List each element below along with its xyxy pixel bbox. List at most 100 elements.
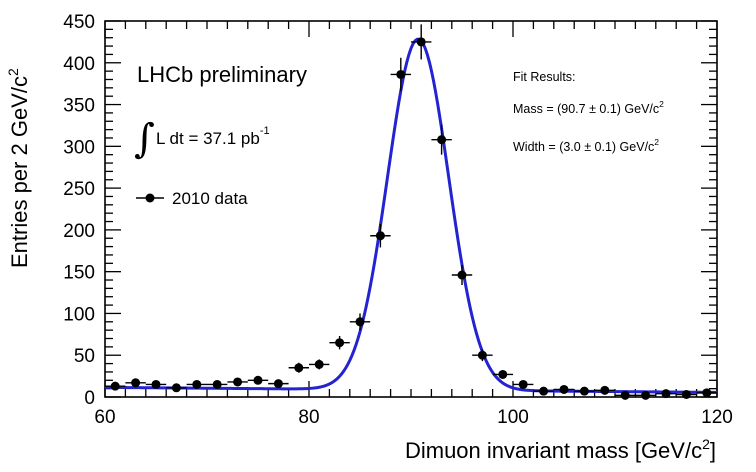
x-tick-label: 60 <box>94 407 115 428</box>
data-point <box>676 389 697 399</box>
data-point <box>492 369 513 379</box>
data-point <box>288 362 309 373</box>
data-marker <box>559 384 569 394</box>
fit-width-main: Width = (3.0 ± 0.1) GeV/c <box>513 140 654 154</box>
fit-curve <box>104 37 718 394</box>
data-marker <box>131 378 141 388</box>
data-point <box>370 224 391 248</box>
data-point <box>655 389 677 399</box>
data-marker <box>192 379 202 389</box>
y-tick-label: 400 <box>63 54 95 75</box>
data-point <box>309 359 330 370</box>
data-marker <box>294 363 304 373</box>
data-point <box>166 383 187 393</box>
data-point <box>533 386 554 396</box>
data-point <box>553 384 575 394</box>
legend-label: 2010 data <box>172 189 248 208</box>
data-marker <box>171 383 181 393</box>
data-marker <box>661 389 671 399</box>
data-point <box>186 379 207 389</box>
y-tick-label: 450 <box>63 12 95 33</box>
x-tick-label: 80 <box>298 407 319 428</box>
y-tick-label: 350 <box>63 96 95 117</box>
data-marker <box>641 390 651 400</box>
y-tick-label: 0 <box>84 388 95 409</box>
data-point <box>268 379 289 389</box>
data-marker <box>253 375 263 385</box>
y-axis-title-main: Entries per 2 GeV/c <box>7 76 32 268</box>
fit-mass-label: Mass = (90.7 ± 0.1) GeV/c2 <box>513 99 664 116</box>
luminosity-label: L dt = 37.1 pb-1 <box>156 125 270 148</box>
data-point <box>696 388 717 398</box>
data-marker <box>437 135 447 145</box>
data-point <box>349 313 371 331</box>
data-marker <box>375 231 385 241</box>
data-marker <box>233 377 243 387</box>
data-marker <box>335 338 345 348</box>
x-tick-label: 120 <box>701 407 733 428</box>
data-marker <box>579 386 589 396</box>
data-point <box>574 386 595 396</box>
data-marker <box>498 369 508 379</box>
data-point <box>615 390 636 400</box>
data-point <box>513 379 534 389</box>
data-marker <box>457 270 467 280</box>
y-tick-label: 150 <box>63 263 95 284</box>
data-marker <box>518 379 528 389</box>
y-tick-label: 100 <box>63 304 95 325</box>
data-marker <box>477 350 487 360</box>
y-tick-label: 200 <box>63 221 95 242</box>
data-point <box>247 375 269 385</box>
y-tick-label: 300 <box>63 137 95 158</box>
data-point <box>125 378 146 388</box>
experiment-label: LHCb preliminary <box>137 62 307 87</box>
x-axis-title: Dimuon invariant mass [GeV/c2] <box>405 436 716 463</box>
data-point <box>451 264 473 286</box>
data-marker <box>600 385 610 395</box>
data-marker <box>396 69 406 79</box>
data-points <box>105 24 717 400</box>
fit-results-title: Fit Results: <box>513 70 576 84</box>
data-point <box>145 379 167 389</box>
x-axis-title-sup: 2 <box>702 436 710 452</box>
data-point <box>594 385 615 395</box>
data-point <box>472 349 493 362</box>
y-tick-label: 50 <box>74 346 95 367</box>
data-point <box>207 379 228 389</box>
data-marker <box>273 379 283 389</box>
y-axis-title-sup: 2 <box>5 68 21 76</box>
data-marker <box>539 386 549 396</box>
legend-marker-dot <box>145 193 155 203</box>
data-marker <box>702 388 712 398</box>
data-point <box>431 124 452 155</box>
integral-symbol: ∫ <box>134 116 155 162</box>
data-point <box>227 377 248 387</box>
x-axis-title-close: ] <box>710 438 716 463</box>
y-axis-title: Entries per 2 GeV/c2 <box>5 68 32 268</box>
data-marker <box>355 317 365 327</box>
fit-width-label: Width = (3.0 ± 0.1) GeV/c2 <box>513 137 659 154</box>
fit-mass-sup: 2 <box>659 99 664 109</box>
x-axis-title-main: Dimuon invariant mass [GeV/c <box>405 438 702 463</box>
luminosity-main: L dt = 37.1 pb <box>156 129 260 148</box>
data-marker <box>314 359 324 369</box>
data-point <box>105 381 126 391</box>
data-marker <box>620 390 630 400</box>
data-point <box>329 336 350 350</box>
x-tick-label: 100 <box>497 407 529 428</box>
data-marker <box>416 37 426 47</box>
luminosity-sup: -1 <box>260 125 270 137</box>
data-marker <box>212 379 222 389</box>
axis-ticks <box>104 20 718 398</box>
fit-mass-main: Mass = (90.7 ± 0.1) GeV/c <box>513 102 659 116</box>
data-marker <box>110 381 120 391</box>
fit-width-sup: 2 <box>654 137 659 147</box>
y-tick-label: 250 <box>63 179 95 200</box>
data-marker <box>681 389 691 399</box>
data-point <box>635 390 656 400</box>
data-point <box>411 24 432 60</box>
data-point <box>390 57 411 92</box>
data-marker <box>151 379 161 389</box>
axis-tick-labels: 60 80 100 120 0 50 100 150 200 250 300 350 400 450 <box>63 12 733 428</box>
